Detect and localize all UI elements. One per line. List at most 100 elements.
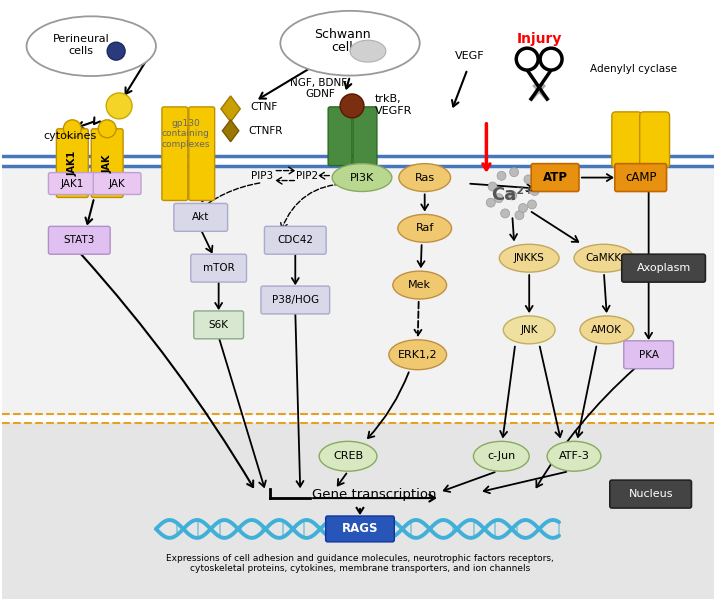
FancyBboxPatch shape	[261, 286, 329, 314]
Circle shape	[107, 42, 125, 60]
Text: S6K: S6K	[208, 320, 228, 330]
Text: JNK: JNK	[521, 325, 538, 335]
Circle shape	[518, 203, 528, 212]
Circle shape	[488, 182, 497, 191]
Polygon shape	[221, 96, 241, 122]
Text: Injury: Injury	[516, 32, 562, 46]
Text: cells: cells	[69, 46, 94, 56]
Text: P38/HOG: P38/HOG	[272, 295, 319, 305]
FancyBboxPatch shape	[190, 254, 246, 282]
Circle shape	[106, 93, 132, 119]
Bar	[1, 166, 715, 415]
Text: c-Jun: c-Jun	[487, 451, 516, 461]
Ellipse shape	[473, 442, 529, 471]
FancyBboxPatch shape	[93, 173, 141, 194]
Text: NGF, BDNF,: NGF, BDNF,	[290, 78, 350, 88]
Text: PIP3: PIP3	[251, 170, 274, 181]
Text: cAMP: cAMP	[625, 171, 657, 184]
Circle shape	[494, 194, 503, 203]
Ellipse shape	[281, 11, 420, 76]
Text: JAK1: JAK1	[67, 151, 77, 176]
Text: JAK: JAK	[109, 179, 125, 188]
Text: RAGS: RAGS	[342, 523, 378, 535]
FancyBboxPatch shape	[531, 164, 579, 191]
Text: Akt: Akt	[192, 212, 209, 223]
Text: ERK1,2: ERK1,2	[398, 350, 437, 360]
Ellipse shape	[389, 340, 447, 370]
Circle shape	[528, 200, 536, 209]
Text: Raf: Raf	[415, 223, 434, 233]
FancyBboxPatch shape	[326, 516, 395, 542]
FancyBboxPatch shape	[194, 311, 243, 339]
Circle shape	[500, 209, 510, 218]
Text: CaMKK: CaMKK	[586, 253, 622, 263]
FancyBboxPatch shape	[328, 107, 352, 166]
Text: VEGF: VEGF	[455, 51, 484, 61]
Text: JAK1: JAK1	[61, 179, 84, 188]
Circle shape	[340, 94, 364, 118]
Text: Gene transcription: Gene transcription	[312, 488, 437, 500]
Text: cell: cell	[332, 41, 353, 53]
Circle shape	[497, 171, 506, 180]
Circle shape	[524, 175, 533, 184]
Text: Expressions of cell adhesion and guidance molecules, neurotrophic factors recept: Expressions of cell adhesion and guidanc…	[166, 554, 554, 574]
Ellipse shape	[319, 442, 377, 471]
Circle shape	[516, 48, 538, 70]
FancyBboxPatch shape	[353, 107, 377, 166]
Text: PIP2: PIP2	[296, 170, 319, 181]
Text: ATF-3: ATF-3	[558, 451, 589, 461]
Ellipse shape	[499, 244, 559, 272]
FancyBboxPatch shape	[91, 129, 123, 197]
FancyBboxPatch shape	[162, 107, 188, 200]
Ellipse shape	[574, 244, 634, 272]
Ellipse shape	[350, 40, 386, 62]
Circle shape	[510, 168, 518, 176]
Text: cytokines: cytokines	[44, 131, 97, 141]
Ellipse shape	[503, 316, 555, 344]
FancyBboxPatch shape	[639, 112, 669, 167]
Ellipse shape	[26, 16, 156, 76]
Text: CTNF: CTNF	[251, 102, 278, 112]
Ellipse shape	[399, 164, 450, 191]
Text: Adenylyl cyclase: Adenylyl cyclase	[590, 64, 677, 74]
Circle shape	[64, 120, 82, 138]
FancyBboxPatch shape	[611, 112, 642, 167]
Text: VEGFR: VEGFR	[375, 106, 412, 116]
Circle shape	[531, 187, 539, 196]
Circle shape	[486, 198, 495, 207]
FancyBboxPatch shape	[49, 173, 96, 194]
Text: mTOR: mTOR	[203, 263, 235, 273]
Text: CTNFR: CTNFR	[248, 126, 283, 136]
Polygon shape	[223, 120, 239, 142]
FancyBboxPatch shape	[624, 341, 674, 368]
Text: Axoplasm: Axoplasm	[637, 263, 691, 273]
Ellipse shape	[547, 442, 601, 471]
FancyBboxPatch shape	[49, 226, 110, 254]
Text: JNKKS: JNKKS	[514, 253, 545, 263]
Text: ATP: ATP	[543, 171, 568, 184]
FancyBboxPatch shape	[621, 254, 705, 282]
Circle shape	[515, 211, 524, 220]
Text: CREB: CREB	[333, 451, 363, 461]
FancyBboxPatch shape	[615, 164, 667, 191]
Ellipse shape	[398, 214, 452, 242]
Text: Schwann: Schwann	[314, 28, 370, 41]
Text: gp130
containing
complexes: gp130 containing complexes	[162, 119, 210, 149]
FancyBboxPatch shape	[174, 203, 228, 232]
Text: Perineural: Perineural	[53, 34, 110, 44]
Circle shape	[540, 48, 562, 70]
Text: GDNF: GDNF	[305, 89, 335, 99]
Ellipse shape	[580, 316, 634, 344]
Text: CDC42: CDC42	[277, 235, 314, 245]
Text: PKA: PKA	[639, 350, 659, 360]
Text: JAK: JAK	[102, 154, 112, 173]
Circle shape	[98, 120, 116, 138]
Text: STAT3: STAT3	[64, 235, 95, 245]
FancyBboxPatch shape	[610, 480, 692, 508]
Text: Nucleus: Nucleus	[629, 489, 673, 499]
Text: PI3K: PI3K	[350, 173, 374, 182]
Ellipse shape	[332, 164, 392, 191]
FancyBboxPatch shape	[189, 107, 215, 200]
Text: Mek: Mek	[408, 280, 431, 290]
Ellipse shape	[393, 271, 447, 299]
